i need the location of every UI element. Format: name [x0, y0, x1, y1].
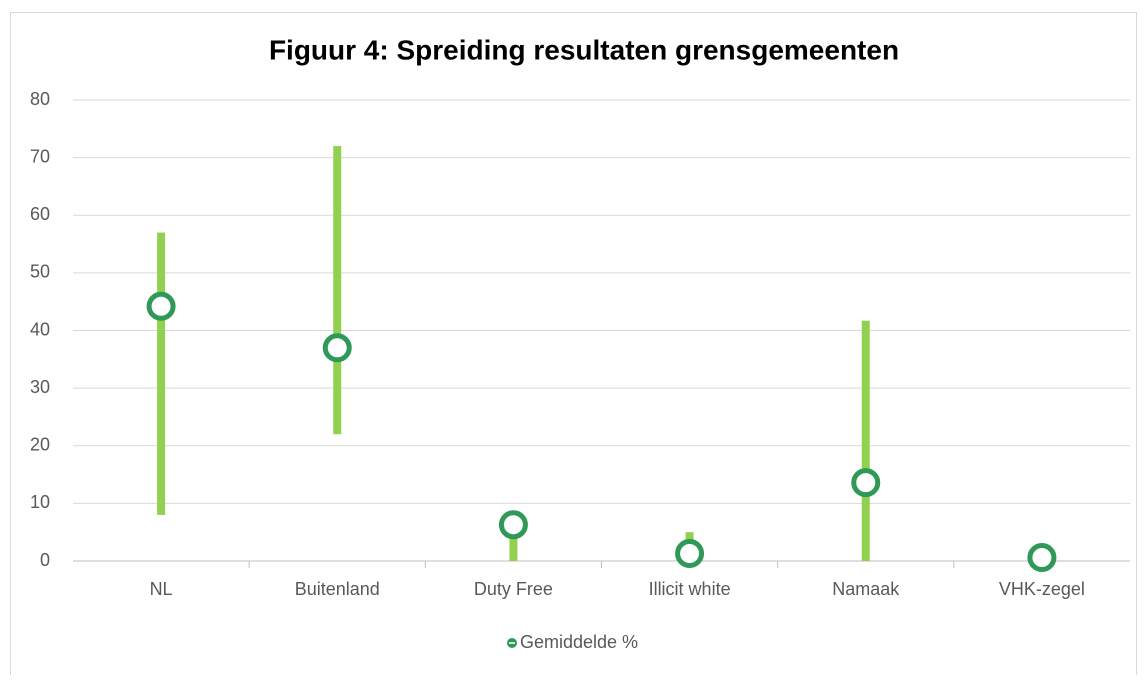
- marker-diamond: [681, 544, 698, 563]
- legend-label: Gemiddelde %: [520, 632, 638, 652]
- x-tick-label: Namaak: [832, 579, 900, 599]
- range-bar: [333, 146, 342, 435]
- chart-border: [10, 12, 1137, 680]
- marker-diamond: [505, 515, 522, 534]
- y-tick-label: 20: [30, 435, 50, 455]
- y-tick-label: 0: [40, 550, 50, 570]
- x-tick-label: Duty Free: [474, 579, 553, 599]
- y-tick-label: 80: [30, 89, 50, 109]
- marker-diamond: [329, 338, 346, 357]
- y-tick-label: 60: [30, 204, 50, 224]
- y-tick-label: 50: [30, 262, 50, 282]
- x-tick-label: Buitenland: [295, 579, 380, 599]
- range-bar: [157, 232, 166, 515]
- chart-title: Figuur 4: Spreiding resultaten grensgeme…: [269, 34, 899, 65]
- marker-diamond: [857, 473, 874, 492]
- y-tick-label: 30: [30, 377, 50, 397]
- x-tick-label: VHK-zegel: [999, 579, 1085, 599]
- x-tick-label: NL: [150, 579, 173, 599]
- marker-diamond: [153, 297, 170, 316]
- y-tick-label: 40: [30, 319, 50, 339]
- x-tick-label: Illicit white: [649, 579, 731, 599]
- y-tick-label: 10: [30, 492, 50, 512]
- range-bar: [509, 517, 518, 561]
- y-tick-label: 70: [30, 146, 50, 166]
- marker-diamond: [1033, 548, 1050, 567]
- range-bar: [861, 320, 870, 561]
